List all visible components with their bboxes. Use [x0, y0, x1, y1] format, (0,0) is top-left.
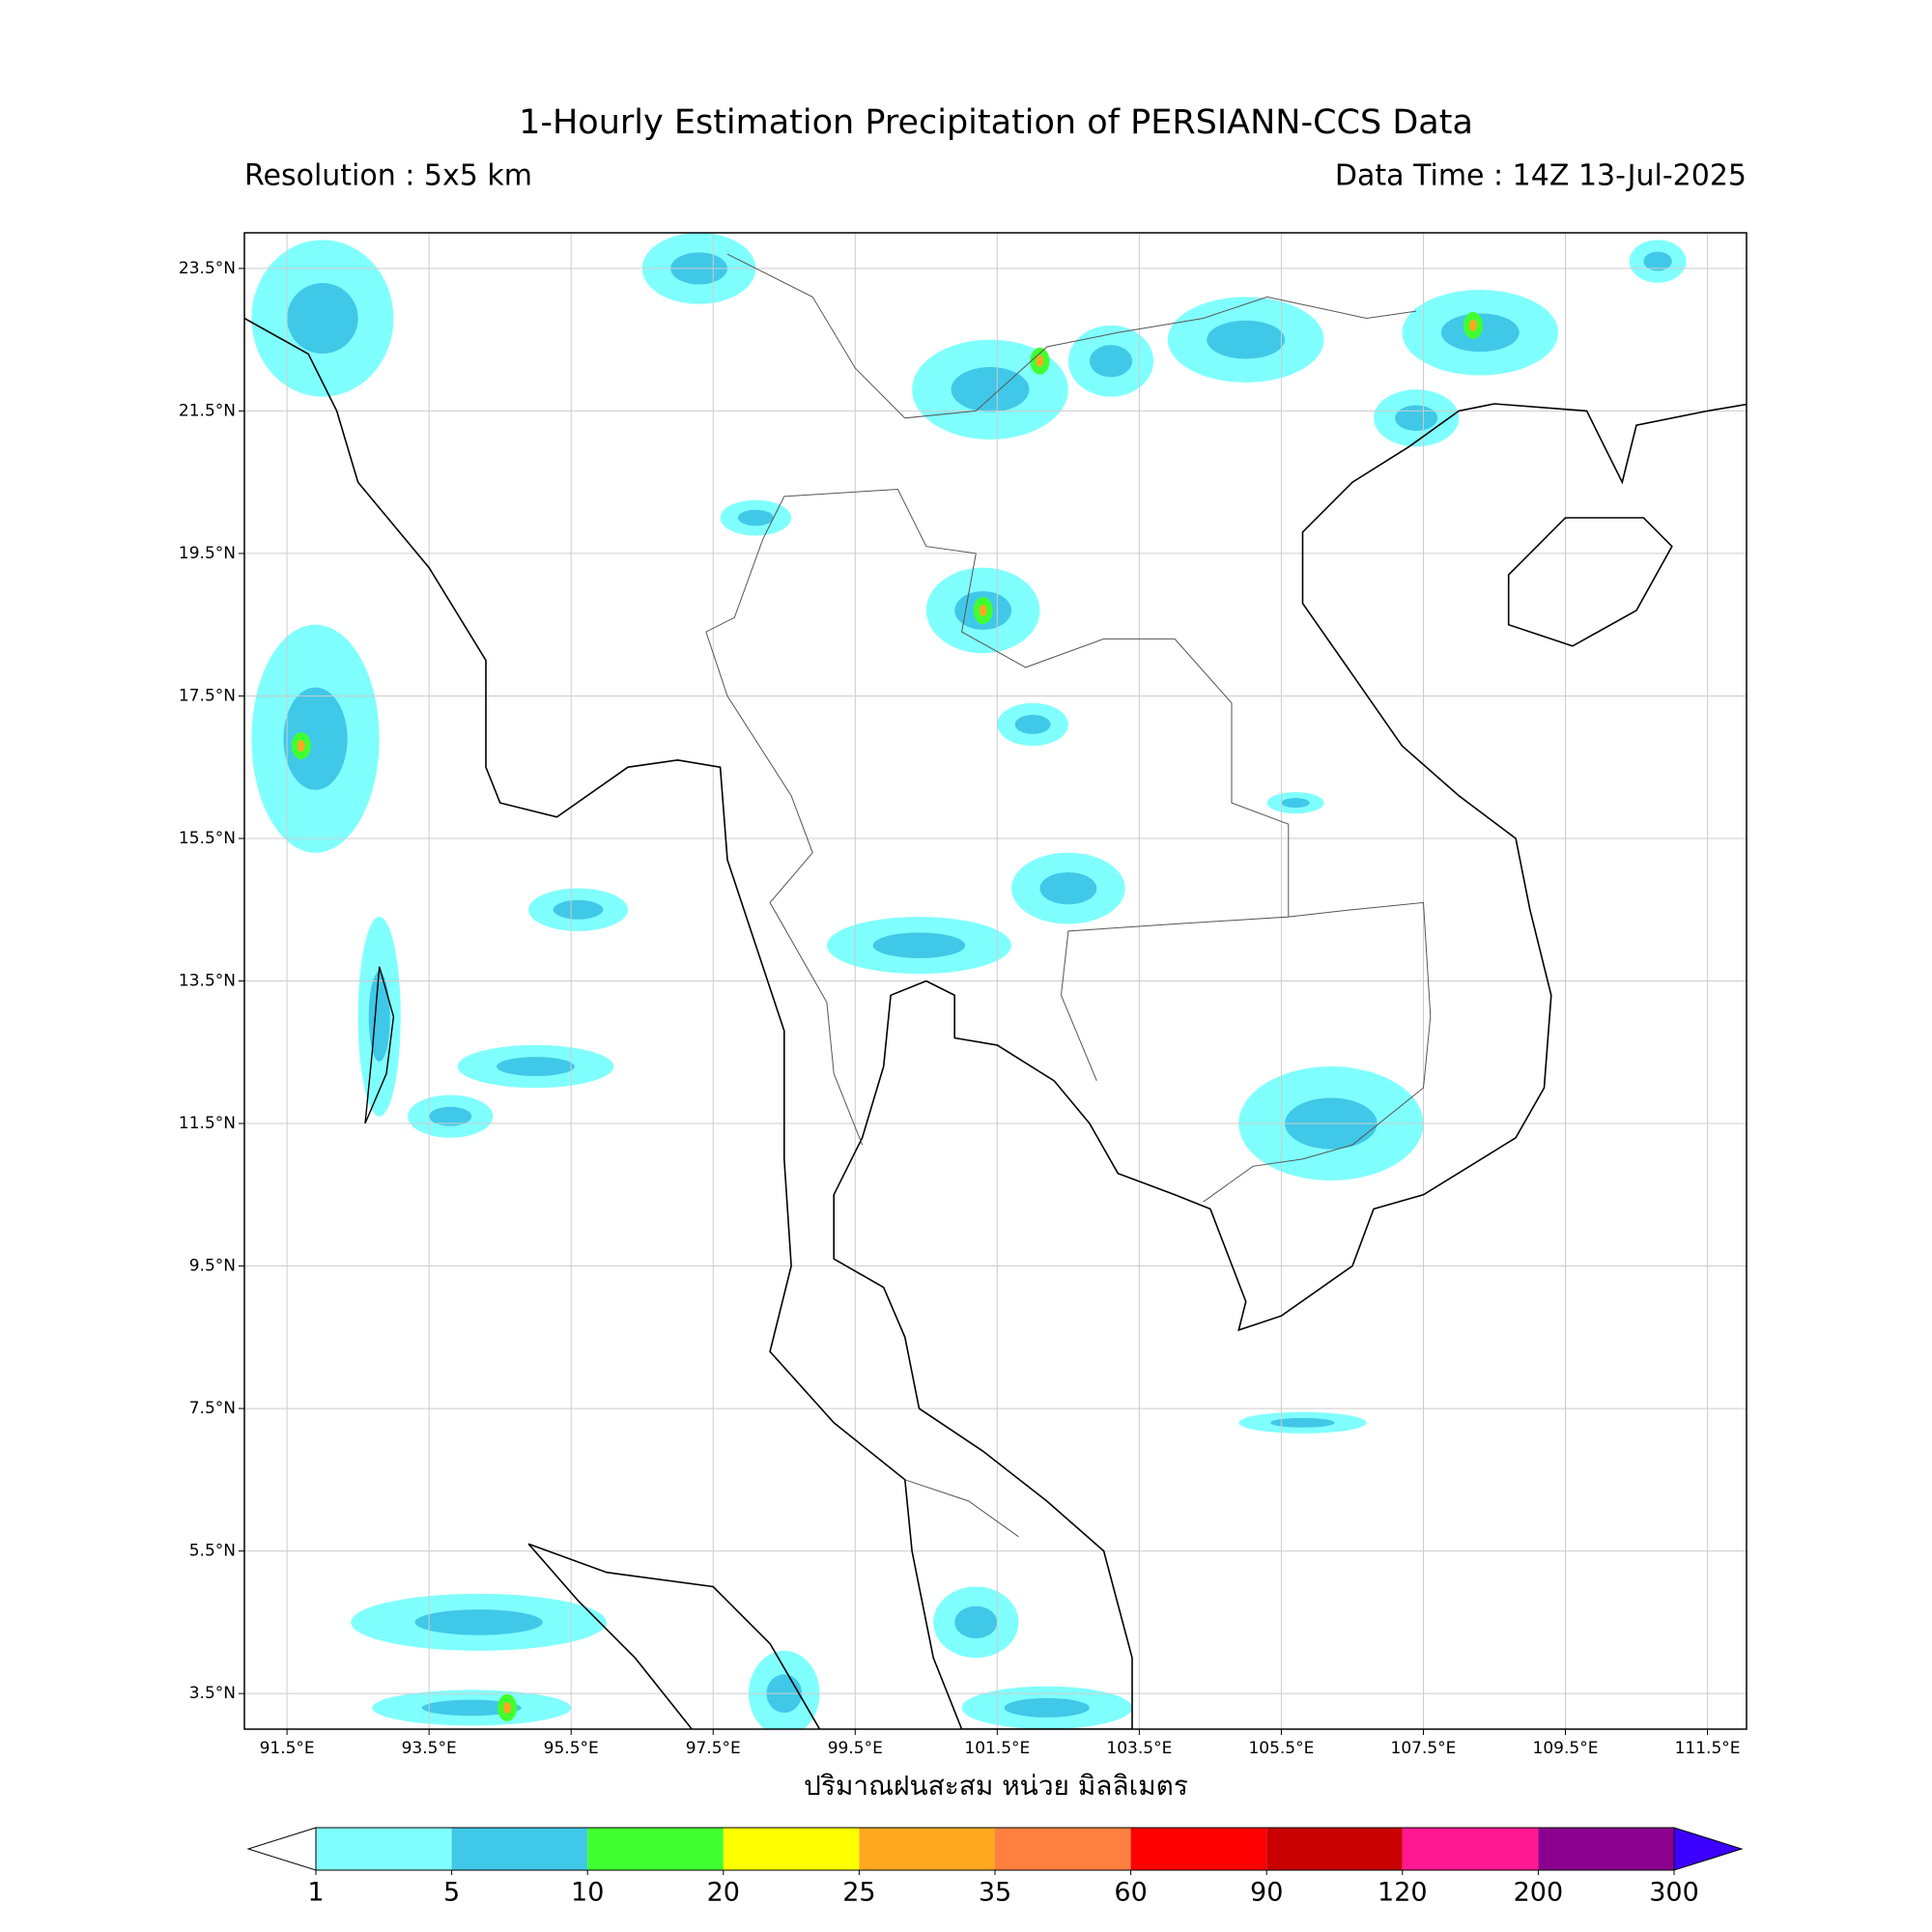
border — [1203, 901, 1432, 1203]
border — [726, 253, 977, 419]
y-tick-label: 9.5°N — [189, 1257, 236, 1276]
rain-core — [1004, 1697, 1090, 1718]
x-tick-label: 107.5°E — [1391, 1739, 1457, 1758]
colorbar-tick-label: 5 — [443, 1878, 460, 1908]
rain-core — [1270, 1417, 1335, 1428]
colorbar-box — [859, 1828, 995, 1870]
y-tick-label: 11.5°N — [179, 1114, 236, 1133]
rain-core — [429, 1106, 472, 1126]
x-tick-label: 95.5°E — [544, 1739, 599, 1758]
colorbar-tick-label: 35 — [979, 1878, 1011, 1908]
colorbar-tick-label: 60 — [1114, 1878, 1147, 1908]
colorbar-tick-label: 25 — [842, 1878, 875, 1908]
y-tick-label: 23.5°N — [179, 259, 236, 278]
rain-peak — [979, 604, 987, 616]
rain-core — [287, 283, 358, 355]
colorbar-box — [723, 1828, 860, 1870]
rain-core — [951, 367, 1030, 412]
border — [783, 488, 1290, 1081]
y-tick-label: 17.5°N — [179, 686, 236, 705]
rain-core — [553, 899, 604, 920]
y-tick-label: 15.5°N — [179, 829, 236, 848]
x-tick-label: 99.5°E — [828, 1739, 883, 1758]
rain-peak — [297, 740, 305, 753]
rain-core — [497, 1057, 575, 1076]
colorbar-box — [1130, 1828, 1267, 1870]
border — [975, 296, 1417, 412]
x-tick-label: 93.5°E — [402, 1739, 457, 1758]
colorbar-box — [587, 1828, 724, 1870]
title: 1-Hourly Estimation Precipitation of PER… — [519, 103, 1473, 142]
colorbar-tick-label: 1 — [307, 1878, 324, 1908]
y-tick-label: 5.5°N — [189, 1542, 236, 1561]
colorbar-tick-label: 90 — [1250, 1878, 1283, 1908]
rain-core — [737, 509, 774, 526]
x-tick-label: 103.5°E — [1106, 1739, 1172, 1758]
colorbar-tick-label: 20 — [707, 1878, 740, 1908]
rain-core — [1643, 251, 1672, 271]
colorbar-under — [246, 1827, 317, 1871]
y-tick-label: 3.5°N — [189, 1684, 236, 1703]
rain-core — [872, 932, 966, 958]
rain-core — [1039, 872, 1097, 905]
x-tick-label: 91.5°E — [260, 1739, 315, 1758]
y-tick-label: 13.5°N — [179, 972, 236, 991]
colorbar-label: ปริมาณฝนสะสม หน่วย มิลลิเมตร — [804, 1770, 1188, 1802]
colorbar-box — [1538, 1828, 1674, 1870]
x-tick-label: 97.5°E — [686, 1739, 741, 1758]
rain-core — [1207, 320, 1286, 359]
colorbar-box — [995, 1828, 1131, 1870]
colorbar-box — [1266, 1828, 1403, 1870]
y-tick-label: 21.5°N — [179, 401, 236, 420]
map-layer — [244, 233, 1747, 1729]
x-tick-label: 101.5°E — [964, 1739, 1030, 1758]
colorbar-box — [451, 1828, 588, 1870]
coastline — [244, 317, 1747, 1729]
coastline — [527, 1543, 821, 1729]
coastline — [527, 1543, 693, 1729]
rain-peak — [503, 1701, 512, 1714]
rain-core — [368, 971, 390, 1062]
rain-peak — [1036, 355, 1044, 367]
data-time: Data Time : 14Z 13-Jul-2025 — [1335, 159, 1747, 193]
x-tick-label: 111.5°E — [1675, 1739, 1741, 1758]
y-tick-label: 7.5°N — [189, 1399, 236, 1418]
rain-core — [421, 1699, 522, 1717]
rain-core — [414, 1609, 543, 1635]
rain-core — [1281, 798, 1310, 809]
x-tick-label: 105.5°E — [1248, 1739, 1314, 1758]
colorbar-tick-label: 10 — [571, 1878, 604, 1908]
rain-peak — [1468, 319, 1477, 331]
map-frame — [243, 232, 1747, 1730]
coastline — [1507, 517, 1673, 647]
map: 91.5°E 93.5°E 95.5°E 97.5°E 99.5°E 101.5°E 103… — [179, 233, 1747, 1758]
colorbar-tick-label: 200 — [1514, 1878, 1564, 1908]
colorbar-tick-label: 120 — [1378, 1878, 1428, 1908]
rain-core — [1014, 714, 1051, 734]
rain-core — [1089, 345, 1133, 378]
rain-core — [283, 687, 348, 790]
colorbar-box — [316, 1828, 452, 1870]
colorbar-box — [1402, 1828, 1539, 1870]
y-tick-label: 19.5°N — [179, 544, 236, 563]
resolution: Resolution : 5x5 km — [244, 159, 532, 193]
colorbar-tick-label: 300 — [1649, 1878, 1699, 1908]
border — [904, 1479, 1019, 1538]
x-tick-label: 109.5°E — [1533, 1739, 1599, 1758]
border — [705, 496, 864, 1146]
rain-core — [954, 1605, 998, 1638]
rain-core — [1395, 405, 1438, 432]
coastline — [364, 966, 395, 1124]
colorbar-over — [1673, 1827, 1744, 1871]
